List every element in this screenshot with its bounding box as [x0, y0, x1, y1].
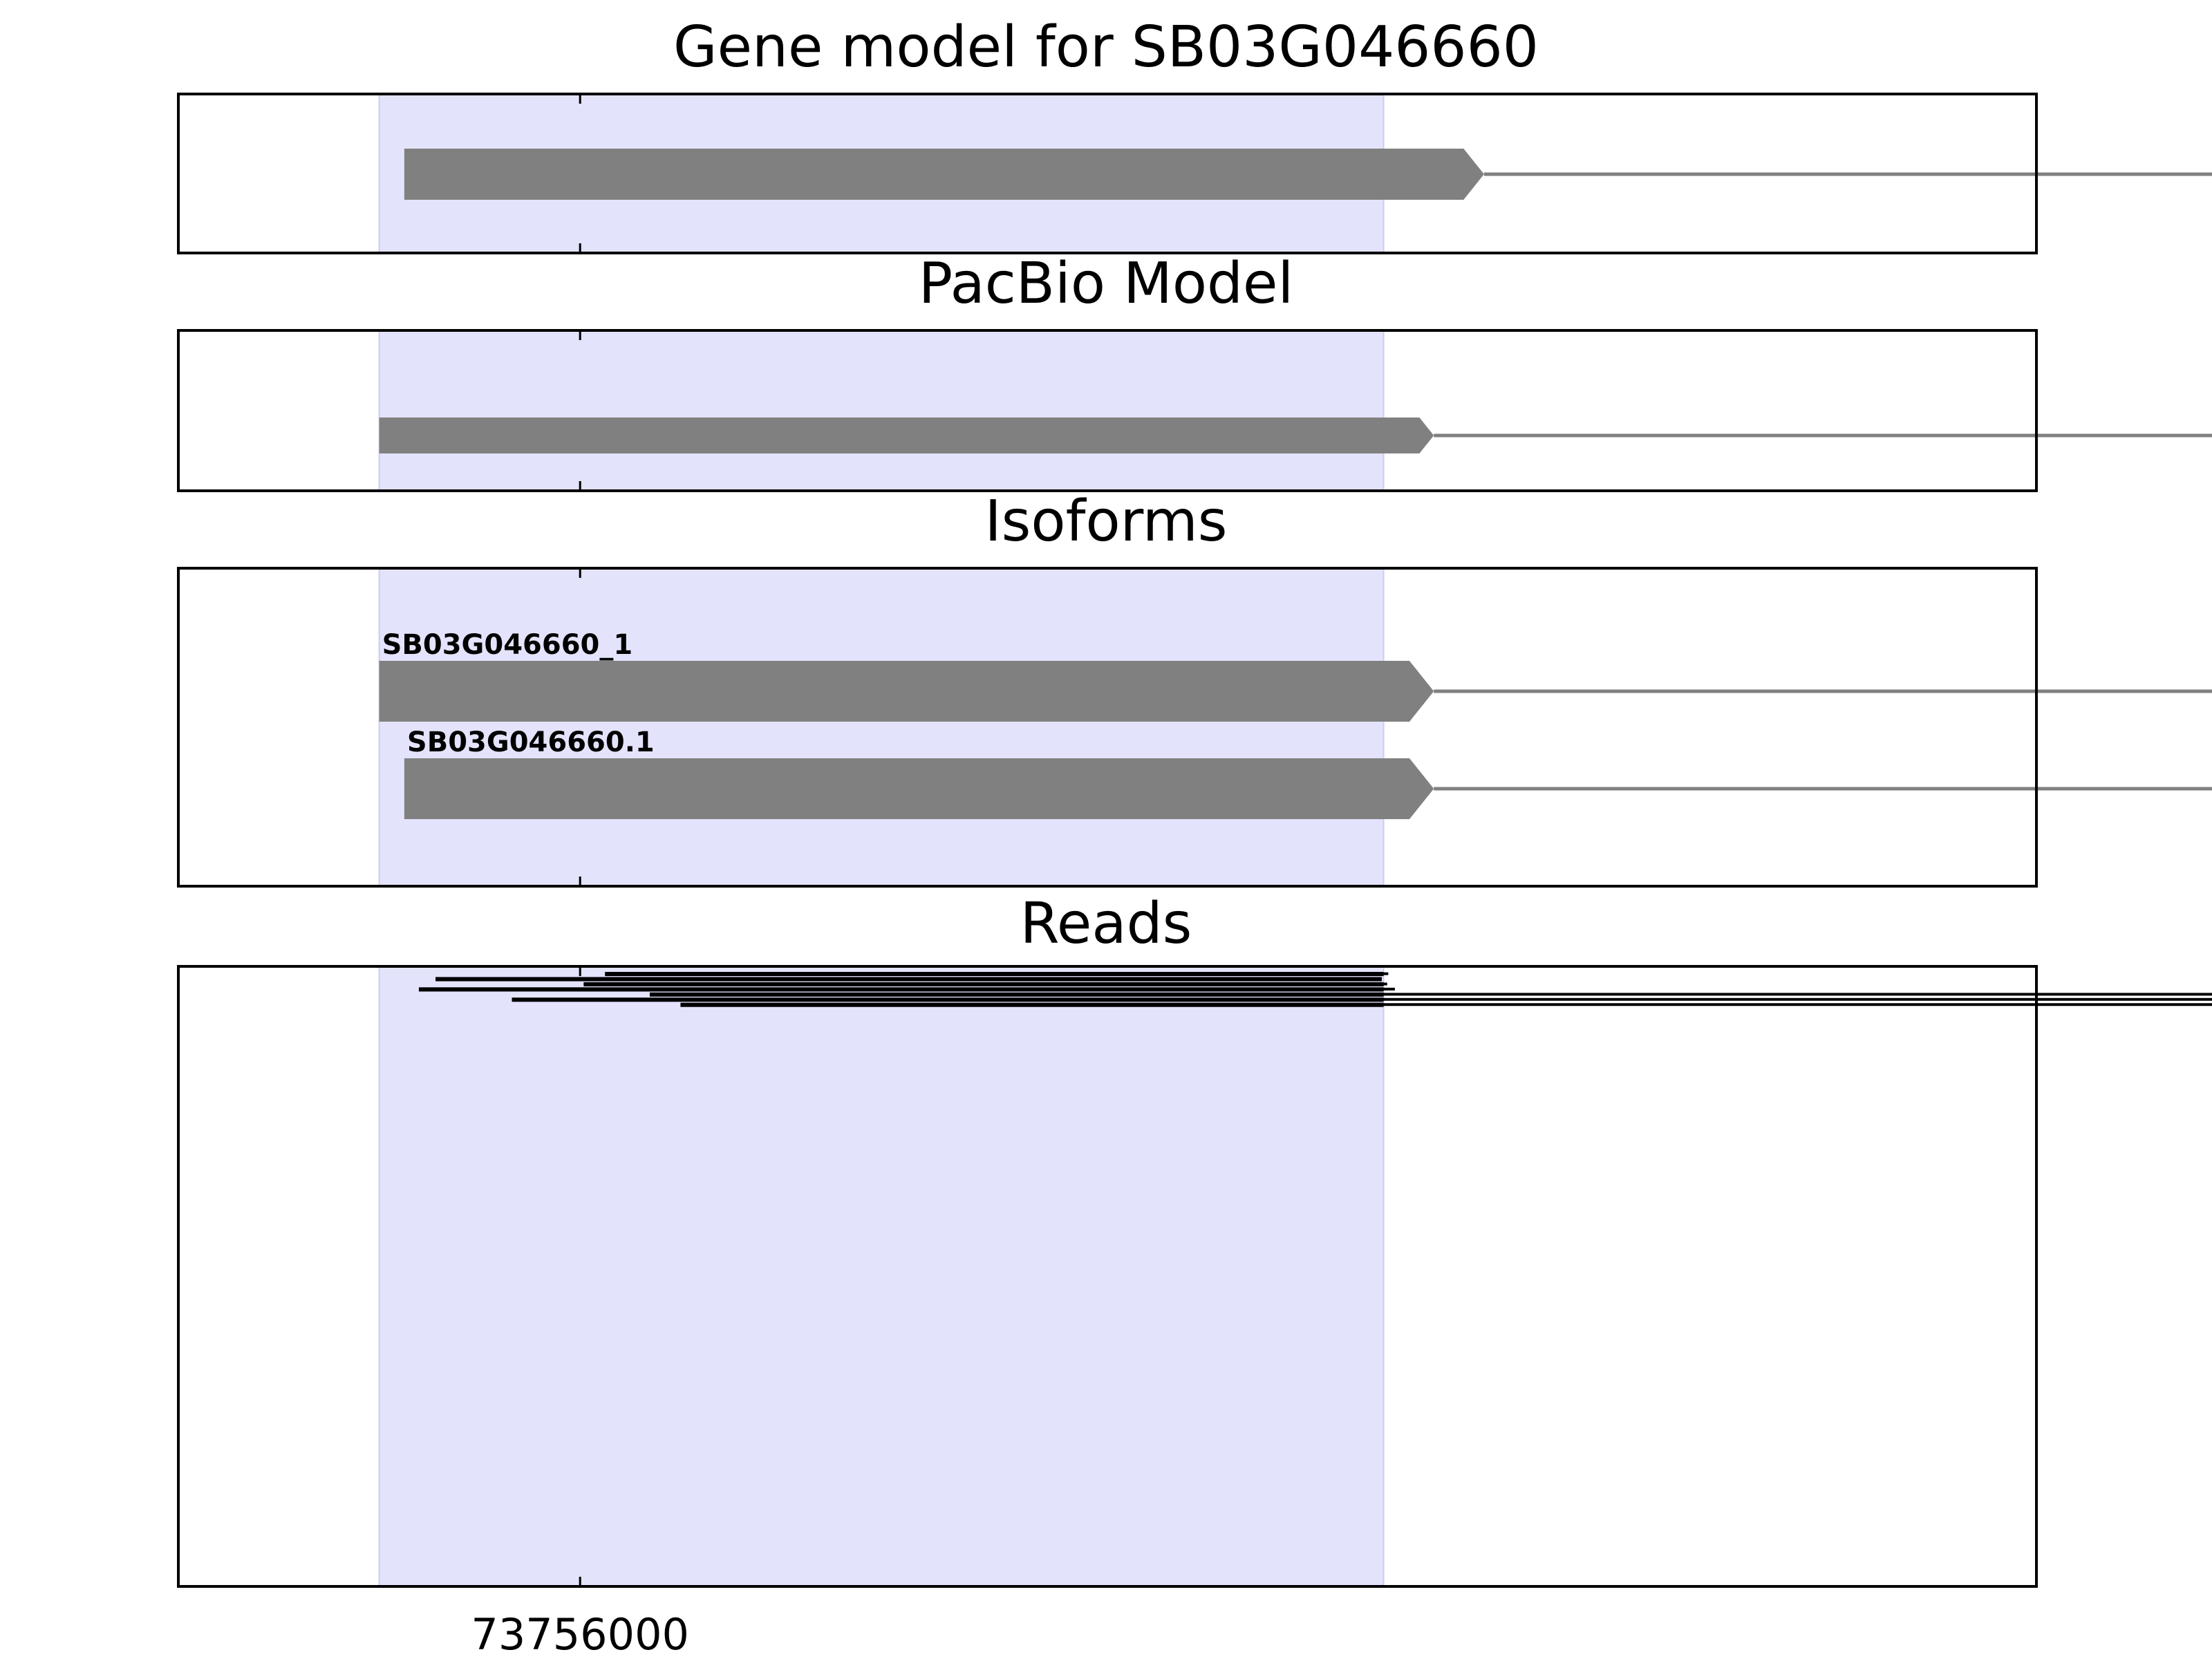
- panel-title: Isoforms: [985, 489, 1228, 554]
- isoforms-panel: Isoforms SB03G046660_1 SB03G046660.1: [177, 489, 2212, 888]
- exon-band: [378, 330, 1385, 491]
- panel-frame: [177, 329, 2038, 492]
- pacbio-model-panel: PacBio Model: [177, 251, 2212, 492]
- isoform-label: SB03G046660_1: [382, 629, 633, 661]
- read-block: [435, 977, 1382, 982]
- panel-title: PacBio Model: [919, 251, 1294, 317]
- read-block: [649, 992, 1384, 997]
- gene-model-panel: Gene model for SB03G046660: [177, 15, 2212, 254]
- panel-title: Gene model for SB03G046660: [673, 15, 1539, 80]
- isoform-label: SB03G046660.1: [407, 727, 655, 758]
- exon-block: [379, 661, 1434, 722]
- panel-frame: [177, 567, 2038, 888]
- read-block: [680, 1002, 1384, 1007]
- exon-block: [379, 418, 1434, 453]
- exon-band: [378, 568, 1385, 887]
- exon-block: [404, 149, 1484, 200]
- x-tick-label: 73756000: [471, 1609, 689, 1659]
- read-block: [605, 972, 1384, 977]
- panel-frame: [177, 965, 2038, 1588]
- x-axis: 7375600073755500737550007375450073754000…: [471, 1609, 689, 1659]
- exon-band: [378, 966, 1385, 1587]
- panel-title: Reads: [1020, 891, 1192, 957]
- reads-panel: Reads: [177, 891, 2212, 1588]
- read-block: [583, 982, 1384, 986]
- read-block: [418, 987, 1384, 992]
- exon-block: [404, 758, 1434, 819]
- panel-frame: [177, 93, 2038, 254]
- read-block: [512, 997, 1384, 1002]
